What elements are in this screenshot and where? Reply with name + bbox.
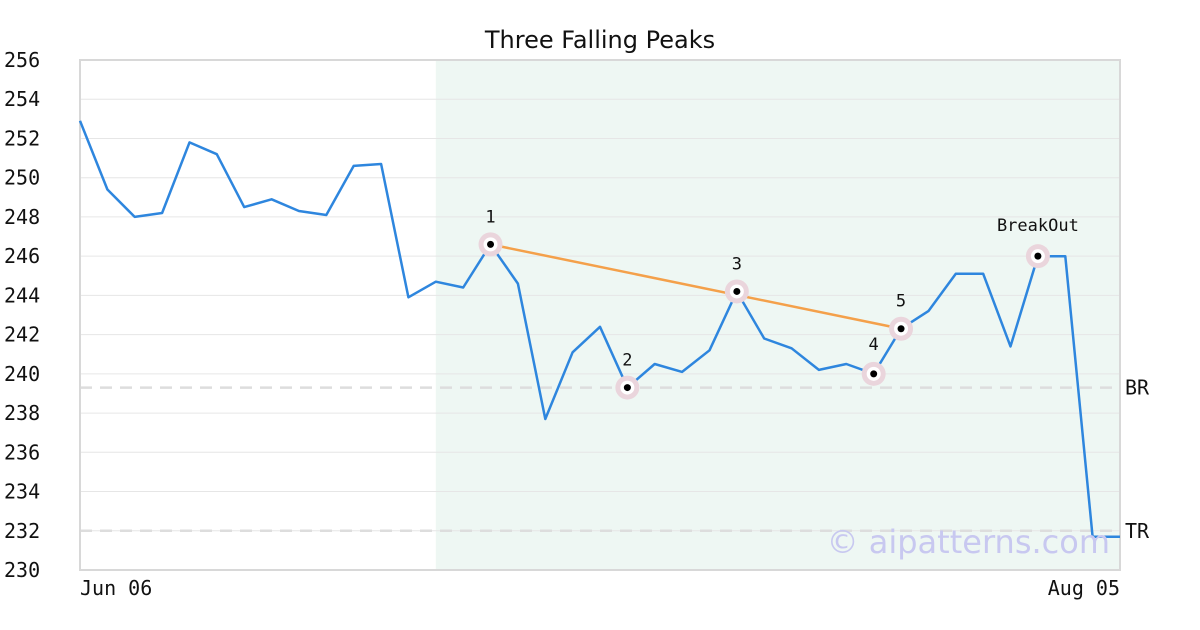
y-tick-label: 242 <box>4 323 40 347</box>
point-label: 5 <box>896 292 906 312</box>
y-tick-label: 254 <box>4 87 40 111</box>
y-tick-label: 234 <box>4 480 40 504</box>
pattern-region <box>435 60 1121 570</box>
marker-dot <box>733 287 741 295</box>
marker-dot <box>1034 252 1042 260</box>
x-tick-label: Jun 06 <box>80 576 152 600</box>
y-tick-label: 248 <box>4 205 40 229</box>
y-tick-label: 230 <box>4 558 40 582</box>
point-label: 2 <box>622 351 632 371</box>
marker-dot <box>870 370 878 378</box>
marker-dot <box>623 384 631 392</box>
marker-dot <box>487 240 495 248</box>
y-tick-label: 238 <box>4 401 40 425</box>
y-tick-label: 252 <box>4 126 40 150</box>
watermark: © aipatterns.com <box>827 523 1110 561</box>
y-tick-label: 256 <box>4 48 40 72</box>
point-label: BreakOut <box>997 216 1079 236</box>
y-tick-label: 246 <box>4 244 40 268</box>
y-tick-label: 232 <box>4 519 40 543</box>
trend-line <box>490 243 902 330</box>
y-tick-label: 240 <box>4 362 40 386</box>
price-line <box>78 120 1120 538</box>
point-label: 4 <box>869 335 879 355</box>
point-label: 3 <box>732 254 742 274</box>
plot-frame <box>79 59 1121 571</box>
marker-dot <box>897 325 905 333</box>
x-tick-label: Aug 05 <box>1048 576 1120 600</box>
y-tick-label: 250 <box>4 166 40 190</box>
level-label-tr: TR <box>1125 519 1150 543</box>
point-label: 1 <box>485 207 495 227</box>
y-tick-label: 244 <box>4 283 40 307</box>
chart-title: Three Falling Peaks <box>484 26 715 54</box>
y-tick-label: 236 <box>4 440 40 464</box>
level-label-br: BR <box>1125 376 1150 400</box>
plot-area: 2302322342362382402422442462482502522542… <box>4 48 1150 600</box>
